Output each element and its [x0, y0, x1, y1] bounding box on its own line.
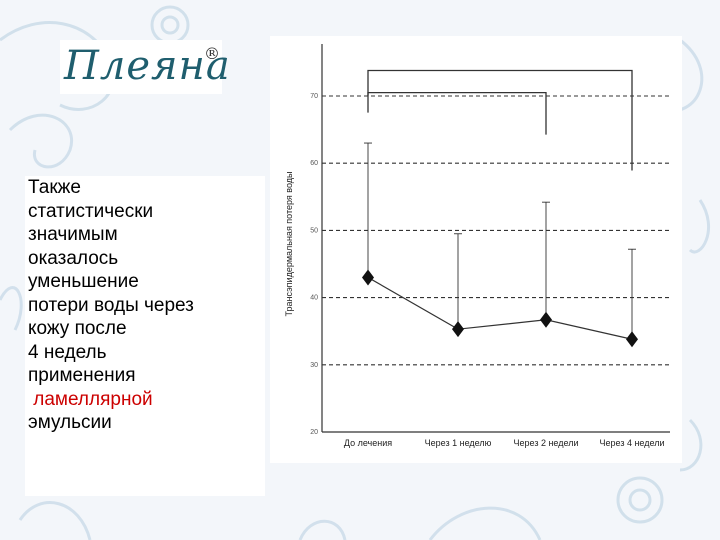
x-category-label: Через 1 неделю [425, 438, 492, 448]
registered-mark: ® [204, 44, 220, 63]
brand-logo: Плеяна ® [60, 40, 230, 94]
text-line: значимым [28, 224, 118, 245]
text-line: статистически [28, 200, 154, 222]
chart: 20 30 40 50 60 70 Трансэпидермальная потеря во… [284, 44, 670, 448]
text-line: потери воды через [28, 294, 194, 316]
x-category-label: Через 4 недели [600, 438, 665, 448]
text-line-highlight: ламеллярной [28, 388, 264, 412]
text-line: Также [28, 177, 81, 198]
data-point-marker [626, 331, 638, 348]
text-line: 4 недель [28, 341, 107, 363]
chart-panel: 20 30 40 50 60 70 Трансэпидермальная потеря во… [270, 36, 682, 463]
x-category-label: Через 2 недели [514, 438, 579, 448]
significance-bracket [367, 69, 633, 171]
data-point-marker [452, 321, 464, 338]
text-line: эмульсии [28, 412, 112, 433]
logo-text: Плеяна [64, 43, 231, 89]
text-panel: Также статистически значимым оказалось у… [25, 176, 265, 496]
data-point-marker [540, 311, 552, 328]
y-tick-label: 20 [310, 429, 318, 436]
text-line: оказалось [28, 247, 119, 269]
y-tick-label: 40 [310, 295, 318, 302]
x-category-label: До лечения [344, 438, 392, 448]
y-tick-label: 30 [310, 362, 318, 369]
text-line: кожу после [28, 318, 127, 339]
text-line: применения [28, 365, 136, 386]
y-tick-label: 70 [310, 93, 318, 100]
text-line: уменьшение [28, 271, 139, 292]
highlight-word: ламеллярной [33, 388, 153, 410]
data-point-marker [362, 269, 374, 286]
y-tick-label: 50 [310, 227, 318, 234]
y-tick-label: 60 [310, 160, 318, 167]
significance-bracket [367, 91, 547, 135]
body-text: Также статистически значимым оказалось у… [28, 176, 264, 435]
series-line [367, 276, 633, 340]
y-axis-label: Трансэпидермальная потеря воды [284, 171, 294, 316]
